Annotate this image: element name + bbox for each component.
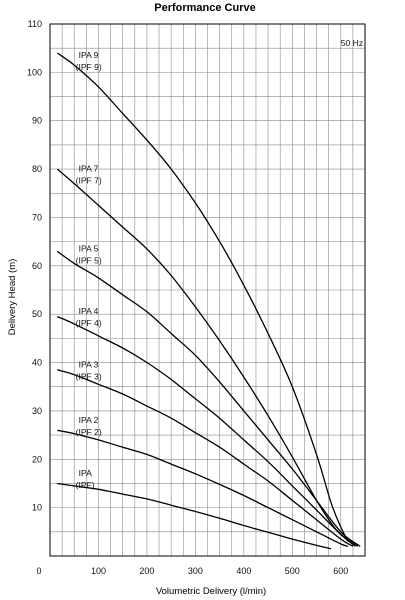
series-label: (IPF 2) (76, 427, 102, 437)
y-tick-label: 90 (32, 116, 42, 126)
series-label: (IPF 3) (76, 371, 102, 381)
y-tick-label: 30 (32, 406, 42, 416)
series-label: IPA 5 (79, 243, 99, 253)
x-tick-label: 100 (91, 566, 106, 576)
x-axis-label: Volumetric Delivery (l/min) (156, 586, 266, 597)
series-curve-6 (57, 482, 332, 550)
y-tick-label: 20 (32, 454, 42, 464)
y-tick-label: 100 (27, 67, 42, 77)
x-axis-ticks: 100 200 300 400 500 600 (91, 566, 348, 576)
y-axis-label: Delivery Head (m) (7, 259, 18, 336)
origin-label: 0 (36, 566, 41, 576)
series-label: IPA 4 (79, 306, 99, 316)
x-tick-label: 400 (236, 566, 251, 576)
y-tick-label: 80 (32, 164, 42, 174)
frequency-annotation: 50 Hz (341, 38, 363, 48)
y-tick-label: 40 (32, 358, 42, 368)
series-label: IPA 3 (79, 359, 99, 369)
x-tick-label: 600 (333, 566, 348, 576)
x-tick-label: 500 (285, 566, 300, 576)
series-curve-2 (56, 250, 361, 547)
series-curve-3 (57, 316, 359, 547)
x-tick-label: 200 (139, 566, 154, 576)
series-label: IPA (79, 468, 92, 478)
y-tick-label: 50 (32, 309, 42, 319)
series-label: (IPF 7) (76, 176, 102, 186)
series-curve-4 (57, 369, 354, 547)
y-tick-label: 110 (28, 19, 42, 29)
x-tick-label: 300 (188, 566, 203, 576)
y-tick-label: 10 (32, 503, 42, 513)
y-axis-ticks: 10 20 30 40 50 60 70 80 90 100 110 (27, 19, 42, 513)
chart-title: Performance Curve (154, 2, 256, 14)
series-curve-0 (56, 52, 349, 542)
series-label: (IPF 4) (76, 318, 102, 328)
series-curve-5 (57, 429, 349, 547)
series-label: IPA 7 (79, 164, 99, 174)
series-label: (IPF 5) (76, 255, 102, 265)
series-label: (IPF 9) (76, 62, 102, 72)
series-labels: IPA 9 (IPF 9) IPA 7 (IPF 7) IPA 5 (IPF 5) IPA … (76, 50, 102, 490)
series-label: IPA 9 (79, 50, 99, 60)
y-tick-label: 60 (32, 261, 42, 271)
y-tick-label: 70 (32, 212, 42, 222)
plot-frame (49, 23, 366, 557)
series-label: IPA 2 (79, 415, 99, 425)
grid (50, 24, 365, 556)
series-label: (IPF) (76, 480, 95, 490)
series-curves (56, 52, 361, 550)
